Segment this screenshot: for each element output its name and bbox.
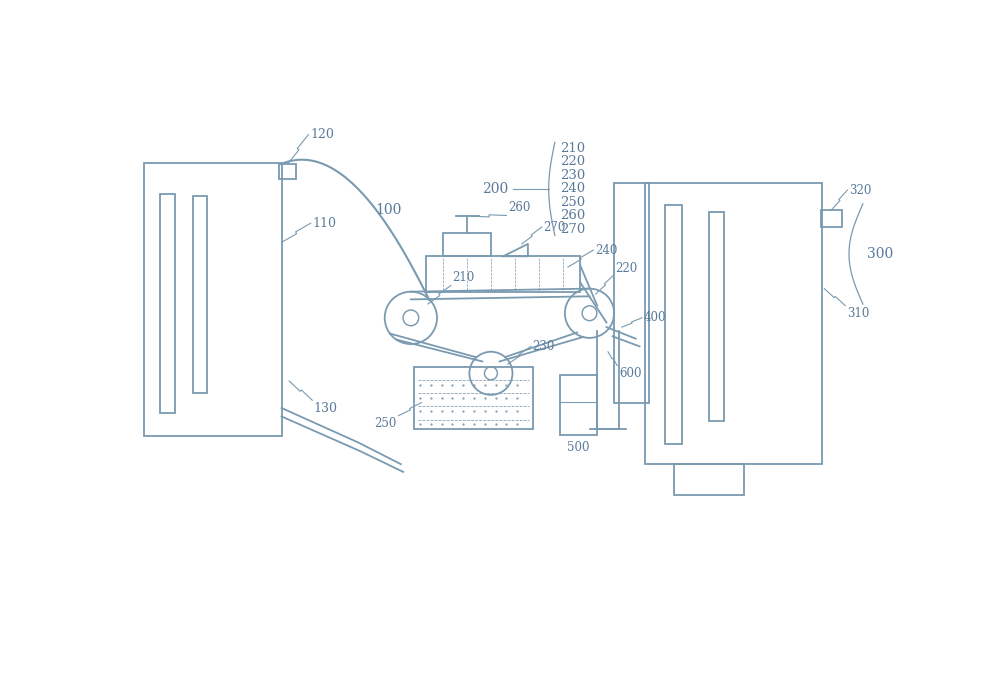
Bar <box>279 164 296 179</box>
Text: 250: 250 <box>560 196 585 209</box>
Bar <box>144 163 282 437</box>
Bar <box>443 233 491 256</box>
Bar <box>193 196 207 392</box>
Text: 240: 240 <box>560 183 585 196</box>
Text: 400: 400 <box>643 312 666 325</box>
Bar <box>665 206 682 444</box>
Bar <box>820 210 842 227</box>
Text: 260: 260 <box>560 209 585 222</box>
Text: 320: 320 <box>849 183 871 196</box>
Bar <box>560 375 597 435</box>
Text: 270: 270 <box>543 221 566 234</box>
Bar <box>674 464 744 495</box>
Text: 300: 300 <box>867 247 893 261</box>
Text: 310: 310 <box>847 307 869 320</box>
Text: 220: 220 <box>616 261 638 275</box>
Bar <box>709 212 724 421</box>
Text: 250: 250 <box>375 417 397 430</box>
Bar <box>645 183 822 464</box>
Text: 270: 270 <box>560 223 585 236</box>
Text: 230: 230 <box>560 169 585 182</box>
Text: 220: 220 <box>560 155 585 168</box>
Text: 500: 500 <box>567 441 590 454</box>
Text: 100: 100 <box>375 203 402 217</box>
Bar <box>160 194 175 414</box>
Bar <box>414 367 533 428</box>
Text: 240: 240 <box>595 244 617 257</box>
Text: 200: 200 <box>482 182 509 196</box>
Text: 110: 110 <box>312 217 336 230</box>
Text: 210: 210 <box>452 271 475 284</box>
Text: 210: 210 <box>560 142 585 155</box>
Text: 130: 130 <box>314 402 338 415</box>
Text: 260: 260 <box>508 201 530 214</box>
Bar <box>614 183 649 403</box>
Bar <box>426 256 580 292</box>
Text: 600: 600 <box>619 367 641 380</box>
Text: 120: 120 <box>311 128 335 141</box>
Text: 230: 230 <box>533 340 555 353</box>
